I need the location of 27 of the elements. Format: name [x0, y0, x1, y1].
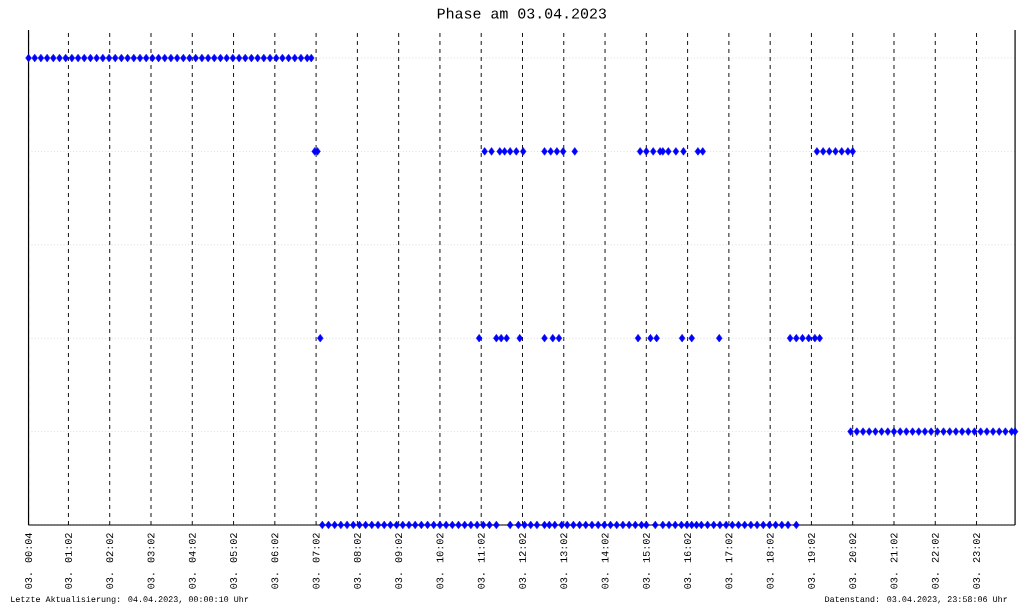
- x-tick-label: 03. 04:02: [188, 533, 196, 589]
- x-tick-label: 03. 01:02: [65, 533, 72, 589]
- x-tick-label: 03. 11:02: [477, 533, 485, 589]
- x-tick-label: 03. 12:02: [519, 533, 526, 589]
- text: Letzte Aktualisierung: 04.04.2023, 00:00:10 Uhr: [11, 595, 249, 604]
- x-tick-label: 03. 10:02: [436, 533, 444, 589]
- x-tick-label: 03. 17:02: [725, 533, 733, 589]
- x-tick-label: 03. 16:02: [684, 533, 692, 589]
- x-tick-label: 03. 18:02: [766, 533, 774, 589]
- x-tick-label: 03. 19:02: [808, 533, 815, 589]
- x-tick-label: 03. 23:02: [973, 533, 980, 589]
- x-tick-label: 03. 03:02: [147, 533, 155, 589]
- x-tick-label: 03. 00:04: [25, 533, 32, 589]
- x-tick-label: 03. 13:02: [560, 533, 568, 589]
- x-tick-label: 03. 20:02: [849, 533, 857, 589]
- chart-title: Phase am 03.04.2023: [437, 7, 606, 19]
- x-tick-label: 03. 22:02: [931, 533, 939, 589]
- x-tick-label: 03. 14:02: [601, 533, 609, 589]
- x-tick-label: 03. 21:02: [890, 533, 898, 589]
- x-tick-label: 03. 06:02: [271, 533, 279, 589]
- x-tick-label: 03. 15:02: [642, 533, 650, 589]
- x-tick-label: 03. 02:02: [106, 533, 114, 589]
- x-tick-label: 03. 08:02: [353, 533, 361, 589]
- text: Datenstand: 03.04.2023, 23:58:06 Uhr: [825, 595, 1007, 604]
- x-tick-label: 03. 09:02: [395, 533, 403, 589]
- x-tick-label: 03. 05:02: [230, 533, 237, 589]
- x-tick-label: 03. 07:02: [312, 533, 320, 589]
